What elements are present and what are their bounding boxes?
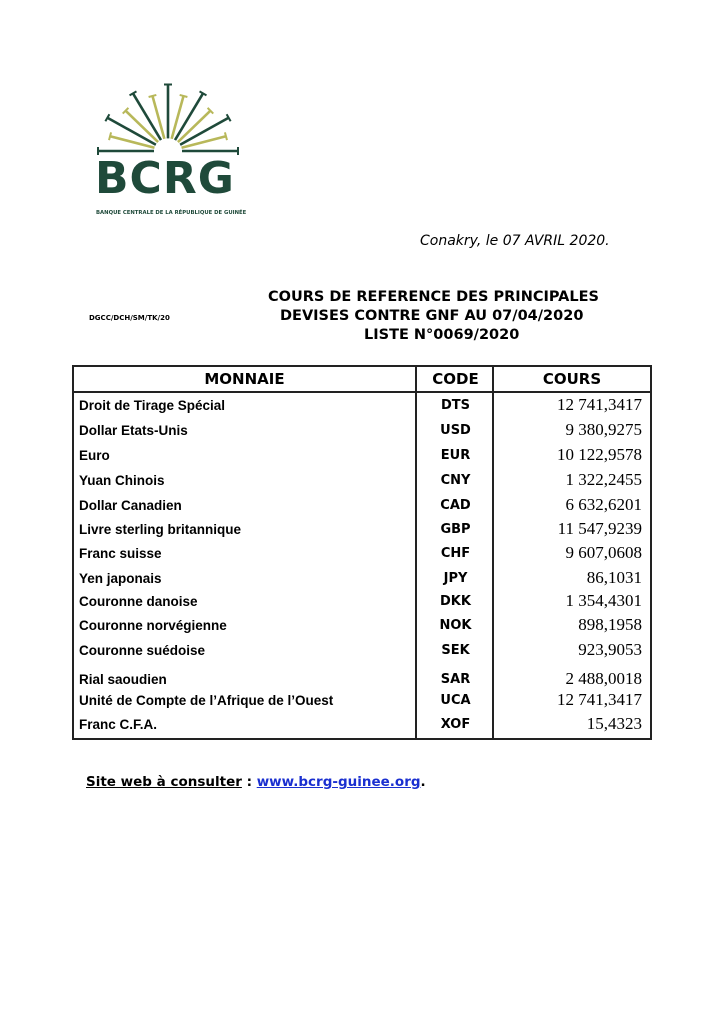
logo-ray-head bbox=[206, 107, 214, 115]
header-code: CODE bbox=[432, 370, 479, 388]
rate-cell: 10 122,9578 bbox=[557, 445, 642, 464]
rate-cell: 898,1958 bbox=[578, 615, 642, 634]
title-line-3: LISTE N°0069/2020 bbox=[364, 327, 520, 343]
header-rate: COURS bbox=[542, 370, 602, 388]
code-cell: SEK bbox=[441, 643, 470, 658]
header-currency: MONNAIE bbox=[204, 370, 285, 388]
currency-cell: Dollar Canadien bbox=[79, 498, 182, 513]
table-row: Unité de Compte de l’Afrique de l’Ouest U… bbox=[74, 690, 650, 712]
logo-ray bbox=[173, 92, 205, 141]
document-reference: DGCC/DCH/SM/TK/20 bbox=[89, 314, 170, 322]
title-line-1: COURS DE REFERENCE DES PRINCIPALES bbox=[268, 289, 599, 305]
logo-ray-head bbox=[225, 113, 232, 122]
separator: : bbox=[241, 774, 257, 790]
logo-ray-head bbox=[179, 93, 188, 98]
logo-subtitle: BANQUE CENTRALE DE LA RÉPUBLIQUE DE GUIN… bbox=[96, 210, 247, 216]
code-cell: CHF bbox=[440, 546, 471, 561]
bcrg-logo: BCRG BANQUE CENTRALE DE LA RÉPUBLIQUE DE… bbox=[90, 75, 250, 225]
logo-text: BCRG bbox=[95, 153, 235, 204]
rate-cell: 86,1031 bbox=[586, 568, 642, 587]
currency-cell: Livre sterling britannique bbox=[79, 522, 242, 537]
table-row: Euro EUR 10 122,9578 bbox=[74, 445, 650, 467]
table-row: Dollar Canadien CAD 6 632,6201 bbox=[74, 495, 650, 517]
website-label: Site web à consulter bbox=[86, 774, 242, 790]
logo-ray bbox=[109, 134, 155, 149]
rate-cell: 923,9053 bbox=[578, 640, 642, 659]
currency-cell: Rial saoudien bbox=[79, 672, 167, 687]
code-cell: USD bbox=[440, 423, 471, 438]
website-link[interactable]: www.bcrg-guinee.org bbox=[256, 774, 421, 790]
logo-ray-head bbox=[148, 93, 157, 98]
logo-ray-head bbox=[129, 90, 137, 97]
code-cell: NOK bbox=[439, 618, 472, 633]
rate-cell: 1 354,4301 bbox=[565, 591, 643, 610]
logo-ray bbox=[106, 116, 157, 146]
rate-cell: 12 741,3417 bbox=[557, 690, 642, 709]
currency-cell: Yen japonais bbox=[79, 571, 162, 586]
logo-ray bbox=[181, 134, 227, 149]
footer-end: . bbox=[420, 774, 426, 790]
rate-cell: 1 322,2455 bbox=[565, 470, 643, 489]
table-row: Yuan Chinois CNY 1 322,2455 bbox=[74, 470, 650, 492]
code-cell: SAR bbox=[440, 672, 471, 687]
rate-cell: 9 607,0608 bbox=[565, 543, 643, 562]
rate-cell: 9 380,9275 bbox=[565, 420, 643, 439]
logo-ray-head bbox=[199, 90, 207, 97]
rate-cell: 6 632,6201 bbox=[565, 495, 643, 514]
rate-cell: 12 741,3417 bbox=[557, 395, 642, 414]
code-cell: XOF bbox=[440, 717, 471, 732]
table-row: Couronne suédoise SEK 923,9053 bbox=[74, 640, 650, 662]
column-divider bbox=[415, 367, 417, 738]
table-row: Yen japonais JPY 86,1031 bbox=[74, 568, 650, 590]
rate-cell: 11 547,9239 bbox=[557, 519, 642, 538]
currency-cell: Couronne danoise bbox=[79, 594, 198, 609]
logo-ray bbox=[176, 109, 212, 144]
table-row: Couronne norvégienne NOK 898,1958 bbox=[74, 615, 650, 637]
code-cell: JPY bbox=[443, 571, 468, 586]
code-cell: EUR bbox=[440, 448, 471, 463]
logo-ray-head bbox=[104, 113, 111, 122]
currency-cell: Dollar Etats-Unis bbox=[79, 423, 188, 438]
code-cell: GBP bbox=[440, 522, 471, 537]
column-divider bbox=[492, 367, 494, 738]
currency-cell: Unité de Compte de l’Afrique de l’Ouest bbox=[79, 693, 334, 708]
logo-ray-head bbox=[223, 132, 228, 141]
currency-cell: Franc suisse bbox=[79, 546, 162, 561]
logo-ray bbox=[151, 95, 166, 140]
code-cell: DKK bbox=[440, 594, 471, 609]
logo-rays-icon bbox=[97, 83, 239, 155]
rate-cell: 15,4323 bbox=[586, 714, 642, 733]
logo-ray bbox=[131, 92, 163, 141]
header-divider bbox=[74, 391, 650, 393]
place-date: Conakry, le 07 AVRIL 2020. bbox=[420, 233, 610, 249]
code-cell: UCA bbox=[440, 693, 471, 708]
currency-cell: Yuan Chinois bbox=[79, 473, 165, 488]
logo-ray bbox=[124, 109, 160, 144]
exchange-rate-table: MONNAIE CODE COURS Droit de Tirage Spéci… bbox=[72, 365, 652, 740]
footer: Site web à consulter : www.bcrg-guinee.o… bbox=[86, 774, 426, 790]
code-cell: CAD bbox=[440, 498, 471, 513]
table-row: Couronne danoise DKK 1 354,4301 bbox=[74, 591, 650, 613]
currency-cell: Couronne norvégienne bbox=[79, 618, 227, 633]
table-row: Rial saoudien SAR 2 488,0018 bbox=[74, 669, 650, 691]
table-row: Droit de Tirage Spécial DTS 12 741,3417 bbox=[74, 395, 650, 417]
currency-cell: Euro bbox=[79, 448, 110, 463]
logo-ray-head bbox=[122, 107, 130, 115]
rate-cell: 2 488,0018 bbox=[565, 669, 643, 688]
logo-ray-head bbox=[108, 132, 113, 141]
currency-cell: Franc C.F.A. bbox=[79, 717, 158, 732]
code-cell: DTS bbox=[440, 398, 471, 413]
table-row: Franc C.F.A. XOF 15,4323 bbox=[74, 714, 650, 736]
logo-ray bbox=[179, 116, 230, 146]
code-cell: CNY bbox=[440, 473, 471, 488]
currency-cell: Couronne suédoise bbox=[79, 643, 206, 658]
table-row: Franc suisse CHF 9 607,0608 bbox=[74, 543, 650, 565]
currency-cell: Droit de Tirage Spécial bbox=[79, 398, 226, 413]
table-row: Livre sterling britannique GBP 11 547,9239 bbox=[74, 519, 650, 541]
logo-ray bbox=[170, 95, 185, 140]
title-line-2: DEVISES CONTRE GNF AU 07/04/2020 bbox=[280, 308, 584, 324]
table-row: Dollar Etats-Unis USD 9 380,9275 bbox=[74, 420, 650, 442]
